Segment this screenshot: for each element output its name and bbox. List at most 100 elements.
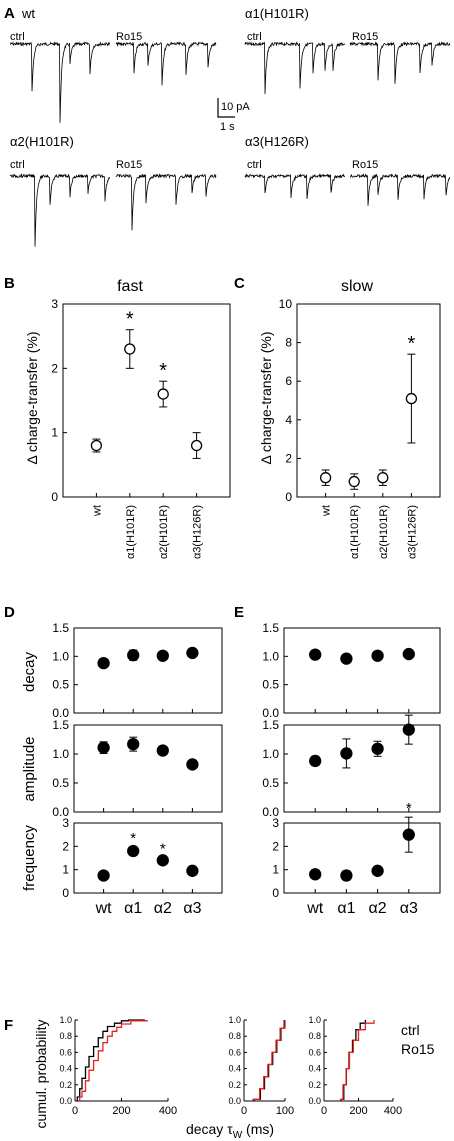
c-ytick-label-2: 4 xyxy=(285,413,292,427)
f2-xtick-label-1: 200 xyxy=(349,1105,367,1117)
c-ytick-label-4: 8 xyxy=(285,336,292,350)
e1-ytick-label-3: 1.5 xyxy=(262,718,279,732)
trace-6 xyxy=(244,173,346,200)
panel-c-ylabel: Δ charge-transfer (%) xyxy=(258,331,274,464)
trace-cond-a1-ctrl: ctrl xyxy=(247,31,262,43)
e2-ytick-label-1: 1 xyxy=(272,863,279,877)
trace-7 xyxy=(350,173,451,206)
legend-ro15: Ro15 xyxy=(401,1041,435,1057)
f0-ytick-label-1: 0.2 xyxy=(59,1080,72,1090)
f1-ytick-label-5: 1.0 xyxy=(228,1015,241,1025)
d2-ytick-label-1: 1 xyxy=(62,863,69,877)
b-ytick-label-0: 0 xyxy=(51,490,58,504)
e2-cat-2: α2 xyxy=(369,900,387,917)
trace-title-a3: α3(H126R) xyxy=(245,134,309,149)
d2-frame xyxy=(73,822,223,894)
d0-ytick-label-3: 1.5 xyxy=(52,621,69,635)
b-sig-2: * xyxy=(159,360,167,382)
e2-cat-3: α3 xyxy=(400,900,418,917)
e2-point-3 xyxy=(402,828,415,841)
e1-frame xyxy=(283,724,441,813)
d1-ytick-label-3: 1.5 xyxy=(52,718,69,732)
b-ytick-label-1: 1 xyxy=(51,426,58,440)
c-point-0 xyxy=(319,472,332,484)
trace-cond-a2-ctrl: ctrl xyxy=(10,159,25,171)
panel-b-title: fast xyxy=(117,278,143,295)
trace-cond-a3-ro15: Ro15 xyxy=(352,159,378,171)
c-ytick-label-0: 0 xyxy=(285,490,292,504)
panel-c-title: slow xyxy=(341,278,373,295)
d1-point-1 xyxy=(127,737,140,751)
panel-f-label: F xyxy=(4,1017,13,1034)
trace-title-a1: α1(H101R) xyxy=(245,6,309,21)
f2-ytick-label-3: 0.6 xyxy=(308,1047,321,1057)
e1-point-3 xyxy=(402,723,415,736)
panel-a-label: A xyxy=(4,5,15,22)
trace-cond-a1-ro15: Ro15 xyxy=(352,31,378,43)
e0-frame xyxy=(283,627,441,714)
f0-series-ctrl xyxy=(76,1019,145,1101)
e2-cat-1: α1 xyxy=(337,900,355,917)
d1-point-2 xyxy=(156,744,169,757)
e0-ytick-label-3: 1.5 xyxy=(262,621,279,635)
e2-frame xyxy=(283,822,441,894)
e0-point-3 xyxy=(402,647,415,661)
b-point-3 xyxy=(190,439,203,452)
e2-ytick-label-0: 0 xyxy=(272,886,279,900)
c-point-1 xyxy=(348,475,360,488)
b-sig-1: * xyxy=(126,309,134,331)
f1-series-ro15 xyxy=(252,1020,286,1101)
d1-ytick-label-0: 0.0 xyxy=(52,805,69,819)
scale-bar xyxy=(217,98,235,118)
e0-ytick-label-0: 0.0 xyxy=(262,706,279,720)
e1-ytick-label-1: 0.5 xyxy=(262,776,279,790)
e0-ytick-label-2: 1.0 xyxy=(262,649,279,663)
c-ytick-label-3: 6 xyxy=(285,374,292,388)
f0-series-ro15 xyxy=(79,1020,148,1101)
f2-ytick-label-4: 0.8 xyxy=(308,1031,321,1041)
f1-ytick-label-4: 0.8 xyxy=(228,1031,241,1041)
b-point-2 xyxy=(157,388,169,400)
e2-ytick-label-3: 3 xyxy=(272,816,279,830)
trace-cond-wt-ctrl: ctrl xyxy=(10,31,25,43)
e2-point-0 xyxy=(309,868,322,881)
scale-bar-s: 1 s xyxy=(220,121,235,133)
c-ytick-label-5: 10 xyxy=(279,297,293,311)
e1-point-0 xyxy=(309,754,322,768)
f2-series-ctrl xyxy=(340,1020,367,1101)
e2-point-1 xyxy=(340,869,353,882)
panel-d: D decay amplitude frequency 0.0 0.5 1.0 1.5… xyxy=(4,604,223,917)
panel-e-label: E xyxy=(234,604,244,621)
f1-ytick-label-2: 0.4 xyxy=(228,1064,241,1074)
e0-point-1 xyxy=(340,652,353,665)
e2-cat-0: wt xyxy=(306,900,324,917)
f0-ytick-label-5: 1.0 xyxy=(59,1015,72,1025)
d2-ytick-label-2: 2 xyxy=(62,839,69,853)
panel-f: F cumul. probability decay τW (ms) ctrl … xyxy=(4,1015,435,1141)
f0-xtick-label-1: 200 xyxy=(112,1105,130,1117)
d0-frame xyxy=(73,627,223,714)
e0-point-2 xyxy=(371,649,384,662)
d2-point-1 xyxy=(127,844,140,858)
d2-ytick-label-3: 3 xyxy=(62,816,69,830)
b-point-0 xyxy=(90,439,103,452)
panel-f-xlabel-sub: W xyxy=(233,1130,243,1141)
f2-series-ro15 xyxy=(339,1020,375,1101)
d2-sig-1: * xyxy=(130,830,136,847)
trace-title-wt: wt xyxy=(21,6,35,21)
c-point-3 xyxy=(405,392,418,405)
d0-point-1 xyxy=(127,649,140,662)
e2-sig-3: * xyxy=(406,800,412,817)
b-cat-0: wt xyxy=(91,505,103,517)
trace-2 xyxy=(244,41,346,95)
d2-cat-3: α3 xyxy=(183,900,201,917)
panel-d-label: D xyxy=(4,604,15,621)
f0-ytick-label-2: 0.4 xyxy=(59,1064,72,1074)
trace-cond-a3-ctrl: ctrl xyxy=(247,159,262,171)
d2-point-0 xyxy=(97,869,110,882)
f0-xtick-label-0: 0 xyxy=(72,1105,78,1117)
panel-b-label: B xyxy=(4,275,15,292)
